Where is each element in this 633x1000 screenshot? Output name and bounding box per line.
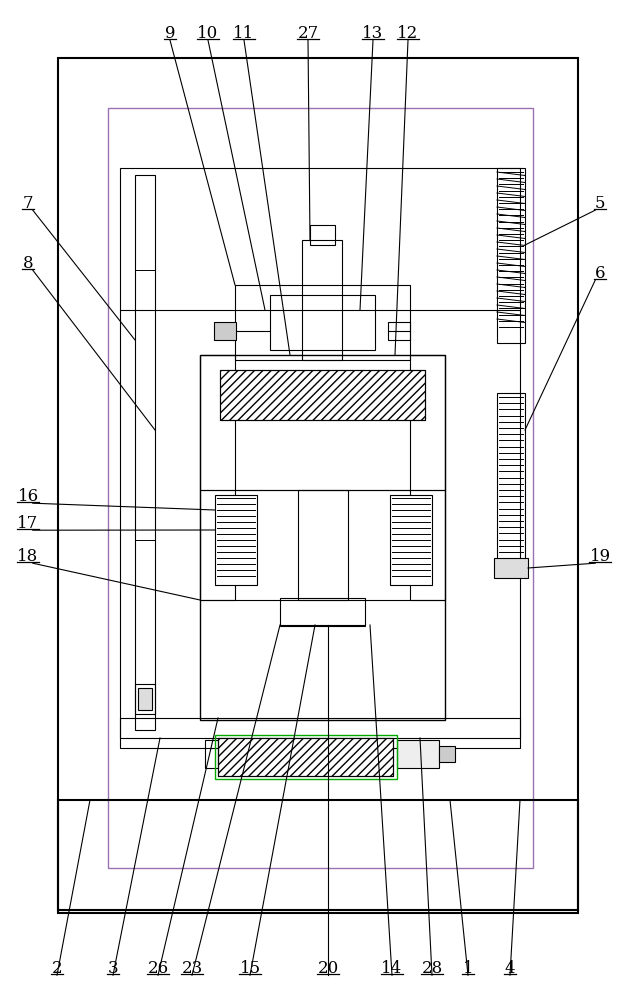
Text: 7: 7 [23, 195, 34, 212]
Text: 3: 3 [108, 960, 118, 977]
Text: 10: 10 [197, 25, 218, 42]
Bar [397, 740, 439, 768]
Bar [120, 168, 520, 748]
Bar [214, 322, 236, 340]
Bar [388, 322, 410, 340]
Bar [200, 355, 445, 720]
Bar [497, 168, 525, 343]
Text: 13: 13 [362, 25, 384, 42]
Text: 26: 26 [147, 960, 168, 977]
Text: 11: 11 [234, 25, 254, 42]
Bar [280, 598, 365, 626]
Bar [138, 688, 152, 710]
Bar [218, 738, 393, 776]
Bar [108, 108, 533, 868]
Bar [215, 735, 397, 779]
Bar [120, 718, 520, 738]
Bar [205, 740, 218, 768]
Bar [310, 225, 335, 245]
Bar [298, 490, 348, 600]
Text: 2: 2 [52, 960, 62, 977]
Bar [220, 370, 425, 420]
Text: 9: 9 [165, 25, 175, 42]
Text: 20: 20 [317, 960, 339, 977]
Bar [58, 58, 578, 913]
Text: 14: 14 [381, 960, 403, 977]
Text: 23: 23 [182, 960, 203, 977]
Text: 5: 5 [595, 195, 605, 212]
Text: 1: 1 [463, 960, 473, 977]
Bar [302, 240, 342, 360]
Bar [58, 800, 578, 910]
Text: 17: 17 [17, 515, 39, 532]
Bar [390, 495, 432, 585]
Text: 16: 16 [18, 488, 39, 505]
Text: 4: 4 [505, 960, 515, 977]
Bar [494, 558, 528, 578]
Text: 15: 15 [239, 960, 261, 977]
Text: 18: 18 [17, 548, 39, 565]
Bar [135, 175, 155, 730]
Bar [439, 746, 455, 762]
Text: 19: 19 [589, 548, 611, 565]
Bar [215, 495, 257, 585]
Bar [235, 285, 410, 360]
Bar [270, 295, 375, 350]
Text: 6: 6 [595, 265, 605, 282]
Bar [497, 393, 525, 568]
Text: 28: 28 [422, 960, 442, 977]
Bar [218, 738, 393, 776]
Text: 8: 8 [23, 255, 34, 272]
Bar [220, 370, 425, 420]
Text: 27: 27 [298, 25, 318, 42]
Bar [200, 355, 235, 600]
Bar [410, 355, 445, 600]
Bar [135, 684, 155, 714]
Text: 12: 12 [398, 25, 418, 42]
